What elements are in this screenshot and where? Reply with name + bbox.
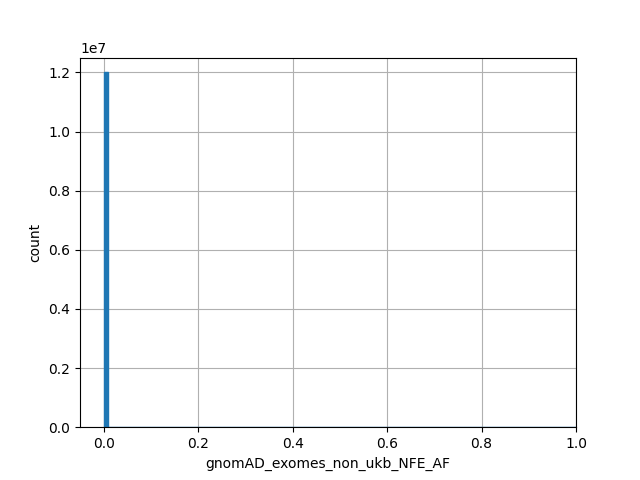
X-axis label: gnomAD_exomes_non_ukb_NFE_AF: gnomAD_exomes_non_ukb_NFE_AF [205, 456, 451, 470]
Bar [104, 72, 108, 427]
Y-axis label: count: count [29, 223, 43, 262]
